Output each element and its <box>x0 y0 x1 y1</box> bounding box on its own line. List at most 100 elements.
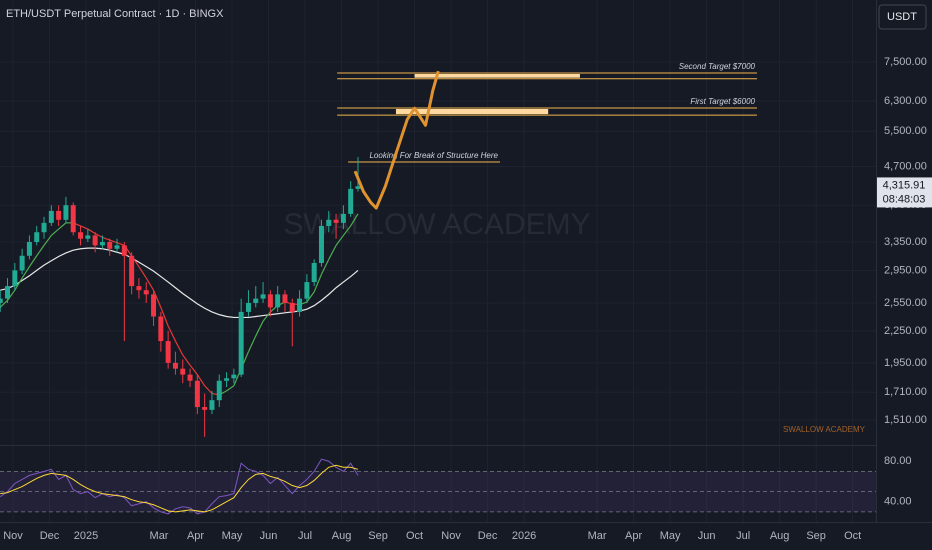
moving-average-segment <box>109 239 118 244</box>
candle-body <box>172 362 178 369</box>
candle-body <box>260 294 266 299</box>
candle-body <box>187 374 193 381</box>
candle-body <box>209 400 215 410</box>
moving-average-segment <box>247 335 257 352</box>
moving-average-segment <box>350 213 359 227</box>
rsi-line <box>0 464 359 513</box>
currency-label[interactable]: USDT <box>887 11 917 23</box>
moving-average-segment <box>102 236 110 241</box>
candle-body <box>0 298 3 303</box>
candle-body <box>121 245 127 256</box>
moving-average-segment <box>167 325 176 342</box>
structure-label: Looking For Break of Structure Here <box>369 151 498 160</box>
x-tick-label: Jun <box>260 530 278 542</box>
zone-label: Second Target $7000 <box>679 62 756 71</box>
moving-average-segment <box>204 385 213 394</box>
x-tick-label: 2025 <box>74 530 98 542</box>
x-tick-label: Jul <box>298 530 312 542</box>
y-tick-label: 2,950.00 <box>884 264 927 276</box>
countdown-label: 08:48:03 <box>883 193 926 205</box>
candle-body <box>78 232 84 239</box>
chart-title: ETH/USDT Perpetual Contract · 1D · BINGX <box>6 8 224 20</box>
moving-average-segment <box>342 225 352 236</box>
candle-body <box>158 316 164 342</box>
y-tick-label: 1,510.00 <box>884 414 927 426</box>
candle-body <box>107 242 113 249</box>
candle-body <box>41 222 47 233</box>
moving-average-segment <box>28 255 38 267</box>
moving-average-segment <box>80 225 89 230</box>
x-tick-label: 2026 <box>512 530 536 542</box>
moving-average-segment <box>182 354 191 366</box>
candle-body <box>129 255 135 287</box>
candle-body <box>202 407 208 410</box>
moving-average-segment <box>145 277 155 291</box>
x-tick-label: May <box>222 530 243 542</box>
projection-path <box>353 70 440 210</box>
candle-body <box>56 210 62 220</box>
y-tick-label: 1,710.00 <box>884 386 927 398</box>
candle-body <box>282 294 288 303</box>
y-tick-label: 2,250.00 <box>884 325 927 337</box>
grid-layer <box>0 0 876 522</box>
candle-body <box>143 290 149 295</box>
y-tick-label: 4,700.00 <box>884 160 927 172</box>
candle-body <box>194 380 200 408</box>
y-tick-label: 7,500.00 <box>884 56 927 68</box>
moving-average-segment <box>152 289 162 308</box>
x-tick-label: Mar <box>150 530 169 542</box>
candle-body <box>85 235 91 239</box>
candle-body <box>267 294 273 308</box>
candle-body <box>63 205 69 220</box>
zone-label: First Target $6000 <box>690 97 755 106</box>
candle-body <box>318 225 324 263</box>
x-tick-label: Nov <box>3 530 23 542</box>
moving-average-segment <box>21 266 30 279</box>
moving-average-segment <box>313 273 323 293</box>
y-tick-label: 6,300.00 <box>884 95 927 107</box>
moving-average-segment <box>94 232 103 238</box>
candle-body <box>245 302 251 312</box>
candle-body <box>136 286 142 291</box>
x-tick-label: May <box>660 530 681 542</box>
moving-average-segment <box>87 228 96 235</box>
x-tick-label: Apr <box>625 530 642 542</box>
x-tick-label: Apr <box>187 530 204 542</box>
x-tick-label: Oct <box>406 530 423 542</box>
moving-average-segment <box>189 364 198 375</box>
candle-body <box>355 186 361 189</box>
y-tick-label: 1,950.00 <box>884 357 927 369</box>
candle-body <box>253 298 259 303</box>
y-tick-label: 5,500.00 <box>884 125 927 137</box>
moving-average-segment <box>255 320 264 337</box>
candle-body <box>114 245 120 249</box>
candle-body <box>5 286 11 299</box>
moving-average-segment <box>160 307 169 327</box>
moving-average-segment <box>226 385 235 392</box>
candle-body <box>99 242 105 246</box>
candle-body <box>165 341 171 363</box>
moving-average-segment <box>196 374 206 387</box>
x-tick-label: Dec <box>478 530 498 542</box>
candle-body <box>340 213 346 223</box>
candle-body <box>326 219 332 226</box>
candle-body <box>92 235 98 246</box>
x-tick-label: Jul <box>736 530 750 542</box>
moving-average-segment <box>7 289 16 301</box>
rsi-tick-label: 80.00 <box>884 455 912 467</box>
moving-average-segment <box>320 259 330 275</box>
x-tick-label: Aug <box>332 530 352 542</box>
candle-body <box>180 368 186 375</box>
currency-button[interactable] <box>878 4 927 30</box>
moving-average-segment <box>43 235 52 246</box>
candle-body <box>297 298 303 312</box>
candle-body <box>26 242 32 256</box>
candle-body <box>333 219 339 223</box>
candle-body <box>348 188 354 214</box>
signature: SWALLOW ACADEMY <box>783 425 866 434</box>
candle-body <box>311 262 317 283</box>
x-tick-label: Jun <box>698 530 716 542</box>
